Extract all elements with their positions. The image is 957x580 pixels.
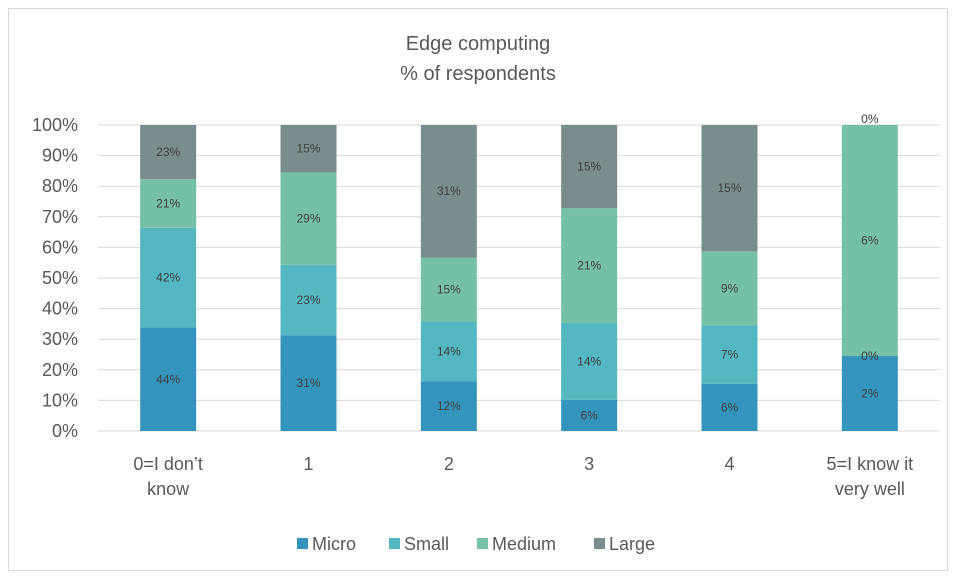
bar-segment-medium	[280, 172, 337, 265]
bar-segment-small	[280, 264, 337, 336]
bar-segment-micro	[561, 399, 618, 431]
data-label-medium: 6%	[861, 234, 879, 248]
data-label-micro: 31%	[296, 376, 320, 390]
legend: Micro Small Medium Large	[297, 534, 655, 554]
data-label-micro: 6%	[721, 400, 739, 414]
bar-segment-micro	[701, 383, 758, 431]
bar-segment-micro	[841, 356, 898, 431]
x-category-label: 4	[724, 454, 734, 474]
legend-label: Medium	[492, 534, 556, 554]
y-tick-label: 50%	[42, 268, 78, 288]
data-label-micro: 2%	[861, 387, 879, 401]
legend-swatch	[297, 538, 308, 549]
bar-segment-medium	[561, 208, 618, 323]
bar-segment-micro	[280, 335, 337, 431]
legend-item-large: Large	[594, 534, 655, 554]
legend-item-medium: Medium	[477, 534, 556, 554]
data-label-large: 15%	[296, 142, 320, 156]
legend-swatch	[389, 538, 400, 549]
bar-segment-medium	[420, 257, 477, 322]
bar-segment-large	[701, 125, 758, 252]
data-label-small: 7%	[721, 348, 739, 362]
bar-segment-small	[701, 325, 758, 384]
data-label-large: 15%	[717, 181, 741, 195]
chart-subtitle: % of respondents	[400, 63, 556, 85]
bar-segment-large	[280, 125, 337, 173]
chart-title: Edge computing	[406, 33, 551, 55]
data-label-micro: 12%	[437, 399, 461, 413]
x-category-label: 3	[584, 454, 594, 474]
y-tick-label: 30%	[42, 329, 78, 349]
legend-swatch	[594, 538, 605, 549]
y-tick-label: 20%	[42, 360, 78, 380]
bar-segment-micro	[420, 381, 477, 431]
y-tick-label: 0%	[52, 421, 78, 441]
legend-label: Large	[609, 534, 655, 554]
y-tick-label: 70%	[42, 207, 78, 227]
legend-item-small: Small	[389, 534, 449, 554]
bar-segment-small	[561, 322, 618, 400]
x-category-label: 1	[303, 454, 313, 474]
data-label-small: 0%	[861, 349, 879, 363]
legend-label: Small	[404, 534, 449, 554]
gridlines	[98, 124, 940, 432]
bar-segment-large	[140, 125, 197, 180]
bar-segment-large	[420, 125, 477, 258]
data-label-small: 42%	[156, 271, 180, 285]
data-label-large: 0%	[861, 112, 879, 126]
data-label-small: 14%	[437, 344, 461, 358]
data-label-micro: 44%	[156, 372, 180, 386]
bar-segment-medium	[140, 179, 197, 228]
y-tick-label: 60%	[42, 237, 78, 257]
data-label-large: 23%	[156, 145, 180, 159]
data-label-large: 31%	[437, 184, 461, 198]
x-category-label: 0=I don’t know	[133, 454, 203, 499]
bar-segment-small	[140, 227, 197, 328]
legend-swatch	[477, 538, 488, 549]
bar-segment-large	[561, 125, 618, 209]
y-tick-label: 90%	[42, 146, 78, 166]
y-tick-label: 40%	[42, 299, 78, 319]
data-label-medium: 9%	[721, 281, 739, 295]
data-labels: 44% 42% 21% 23% 31% 23% 29% 15% 12% 14% 15% 31% 6% 14…	[156, 112, 879, 422]
bar-segment-medium	[841, 125, 898, 357]
data-label-small: 14%	[577, 354, 601, 368]
bars	[140, 125, 898, 431]
y-tick-label: 80%	[42, 176, 78, 196]
data-label-micro: 6%	[580, 408, 598, 422]
x-category-label: 5=I know it very well	[827, 454, 914, 499]
y-tick-label: 10%	[42, 390, 78, 410]
legend-label: Micro	[312, 534, 356, 554]
bar-segment-micro	[140, 327, 197, 431]
bar-segment-small	[420, 321, 477, 382]
y-tick-label: 100%	[32, 115, 78, 135]
data-label-large: 15%	[577, 160, 601, 174]
data-label-small: 23%	[296, 293, 320, 307]
bar-segment-medium	[701, 251, 758, 326]
data-label-medium: 21%	[577, 259, 601, 273]
x-axis-categories: 0=I don’t know 1 2 3 4 5=I know it very well	[133, 454, 913, 499]
data-label-medium: 29%	[296, 212, 320, 226]
y-axis-ticks: 0% 10% 20% 30% 40% 50% 60% 70% 80% 90% 100%	[32, 115, 78, 441]
data-label-medium: 21%	[156, 196, 180, 210]
data-label-medium: 15%	[437, 282, 461, 296]
x-category-label: 2	[444, 454, 454, 474]
legend-item-micro: Micro	[297, 534, 356, 554]
